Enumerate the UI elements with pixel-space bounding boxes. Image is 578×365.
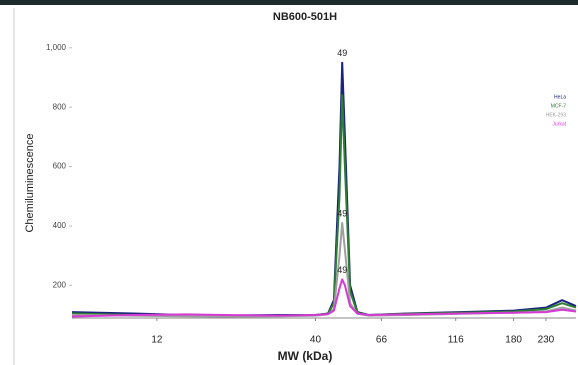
legend-label: HEK-293 (546, 112, 567, 118)
series-line (71, 94, 577, 318)
top-strip (0, 0, 578, 5)
legend-label: MCF-7 (551, 103, 566, 109)
x-tick-label: 12 (151, 335, 163, 346)
y-tick-label: 600 (53, 162, 67, 171)
x-tick-label: 230 (538, 335, 555, 346)
y-tick-label: 400 (53, 221, 67, 230)
y-tick-label: 1,000 (46, 43, 67, 52)
x-tick-label: 180 (505, 335, 522, 346)
x-tick-label: 116 (448, 335, 464, 346)
peak-label: 49 (337, 208, 347, 218)
legend-label: HeLa (554, 94, 566, 100)
legend-label: Jurkat (552, 121, 566, 127)
peak-label: 49 (337, 265, 347, 275)
x-tick-label: 40 (310, 335, 322, 346)
y-tick-label: 200 (53, 280, 67, 289)
x-tick-label: 66 (376, 335, 388, 346)
peak-label: 49 (337, 48, 347, 58)
y-axis-label: Chemiluminescence (24, 133, 36, 232)
series-line (71, 222, 577, 318)
x-axis-label: MW (kDa) (278, 349, 333, 363)
series-line (71, 61, 577, 317)
series-line (71, 278, 577, 318)
chart-title: NB600-501H (273, 11, 337, 23)
y-tick-label: 800 (53, 102, 67, 111)
